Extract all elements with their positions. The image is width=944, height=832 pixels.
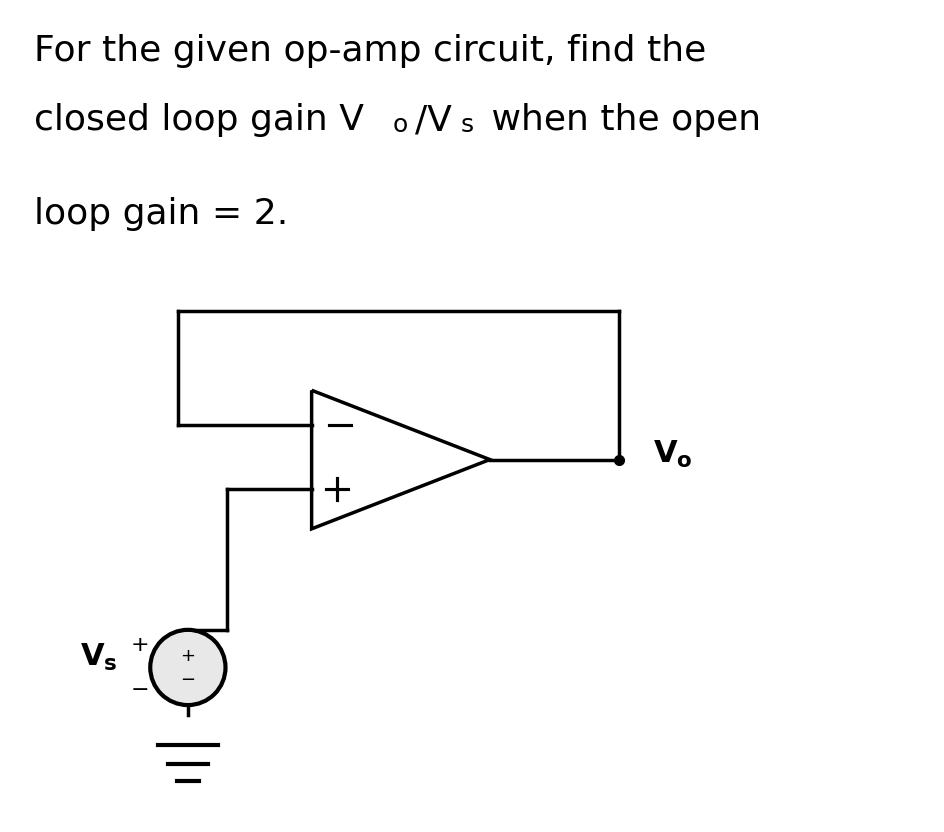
Text: s: s	[461, 113, 474, 137]
Circle shape	[150, 630, 226, 705]
Text: $\mathbf{V_s}$: $\mathbf{V_s}$	[80, 642, 118, 673]
Text: −: −	[131, 680, 150, 700]
Text: o: o	[393, 113, 408, 137]
Text: loop gain = 2.: loop gain = 2.	[34, 197, 289, 231]
Text: For the given op-amp circuit, find the: For the given op-amp circuit, find the	[34, 34, 707, 68]
Text: when the open: when the open	[480, 103, 761, 137]
Text: +: +	[180, 646, 195, 665]
Text: /V: /V	[414, 103, 451, 137]
Text: +: +	[131, 635, 150, 655]
Text: closed loop gain V: closed loop gain V	[34, 103, 364, 137]
Text: $\mathbf{V_o}$: $\mathbf{V_o}$	[653, 439, 693, 470]
Text: −: −	[180, 671, 195, 690]
